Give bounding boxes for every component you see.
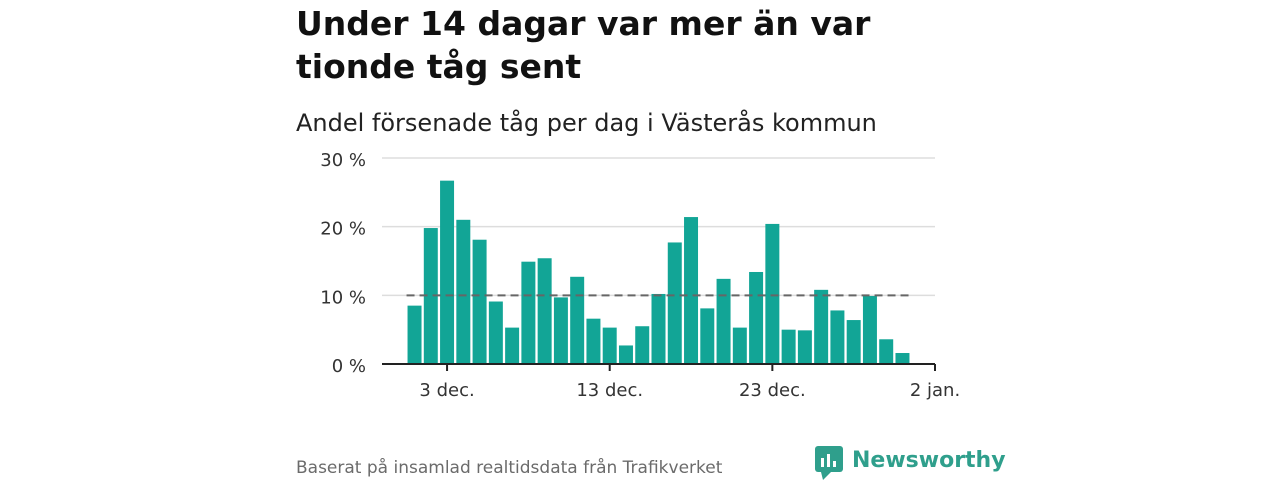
newsworthy-chart-icon bbox=[815, 446, 843, 480]
bar bbox=[440, 180, 455, 364]
chart-title: Under 14 dagar var mer än var tionde tåg… bbox=[296, 4, 871, 86]
bar bbox=[651, 293, 666, 364]
bar bbox=[684, 217, 699, 364]
bar bbox=[488, 301, 503, 364]
bar bbox=[700, 308, 715, 364]
bar bbox=[716, 278, 731, 364]
x-tick-label: 13 dec. bbox=[576, 380, 643, 401]
bar bbox=[602, 327, 617, 364]
x-tick-label: 2 jan. bbox=[910, 380, 960, 401]
bar bbox=[456, 219, 471, 364]
brand: Newsworthy bbox=[815, 446, 1006, 480]
bar bbox=[667, 242, 682, 364]
y-tick-label: 10 % bbox=[320, 287, 366, 308]
bar bbox=[797, 330, 812, 364]
bar bbox=[732, 327, 747, 364]
bar bbox=[749, 271, 764, 364]
bar bbox=[781, 329, 796, 364]
axes: 3 dec. 13 dec. 23 dec. 2 jan. bbox=[382, 363, 960, 401]
bar bbox=[814, 289, 829, 364]
bars bbox=[407, 180, 910, 364]
bar bbox=[537, 258, 552, 364]
source-note: Baserat på insamlad realtidsdata från Tr… bbox=[296, 458, 723, 478]
bar bbox=[830, 310, 845, 364]
x-tick-label: 3 dec. bbox=[419, 380, 474, 401]
bar bbox=[879, 339, 894, 364]
brand-name: Newsworthy bbox=[852, 448, 1006, 473]
x-tick-label: 23 dec. bbox=[739, 380, 806, 401]
bar bbox=[635, 326, 650, 364]
y-tick-label: 30 % bbox=[320, 150, 366, 171]
bar bbox=[407, 305, 422, 364]
bar bbox=[423, 228, 438, 364]
chart-subtitle: Andel försenade tåg per dag i Västerås k… bbox=[296, 109, 877, 137]
bar bbox=[521, 261, 536, 364]
bar bbox=[553, 297, 568, 364]
bar bbox=[618, 345, 633, 364]
bar bbox=[505, 327, 520, 364]
bar bbox=[846, 320, 861, 364]
bar bbox=[586, 318, 601, 364]
y-tick-label: 20 % bbox=[320, 219, 366, 240]
bar bbox=[570, 276, 585, 364]
bar bbox=[472, 239, 487, 364]
bar bbox=[895, 353, 910, 364]
y-tick-label: 0 % bbox=[332, 356, 366, 377]
bar bbox=[862, 296, 877, 364]
bar bbox=[765, 223, 780, 364]
